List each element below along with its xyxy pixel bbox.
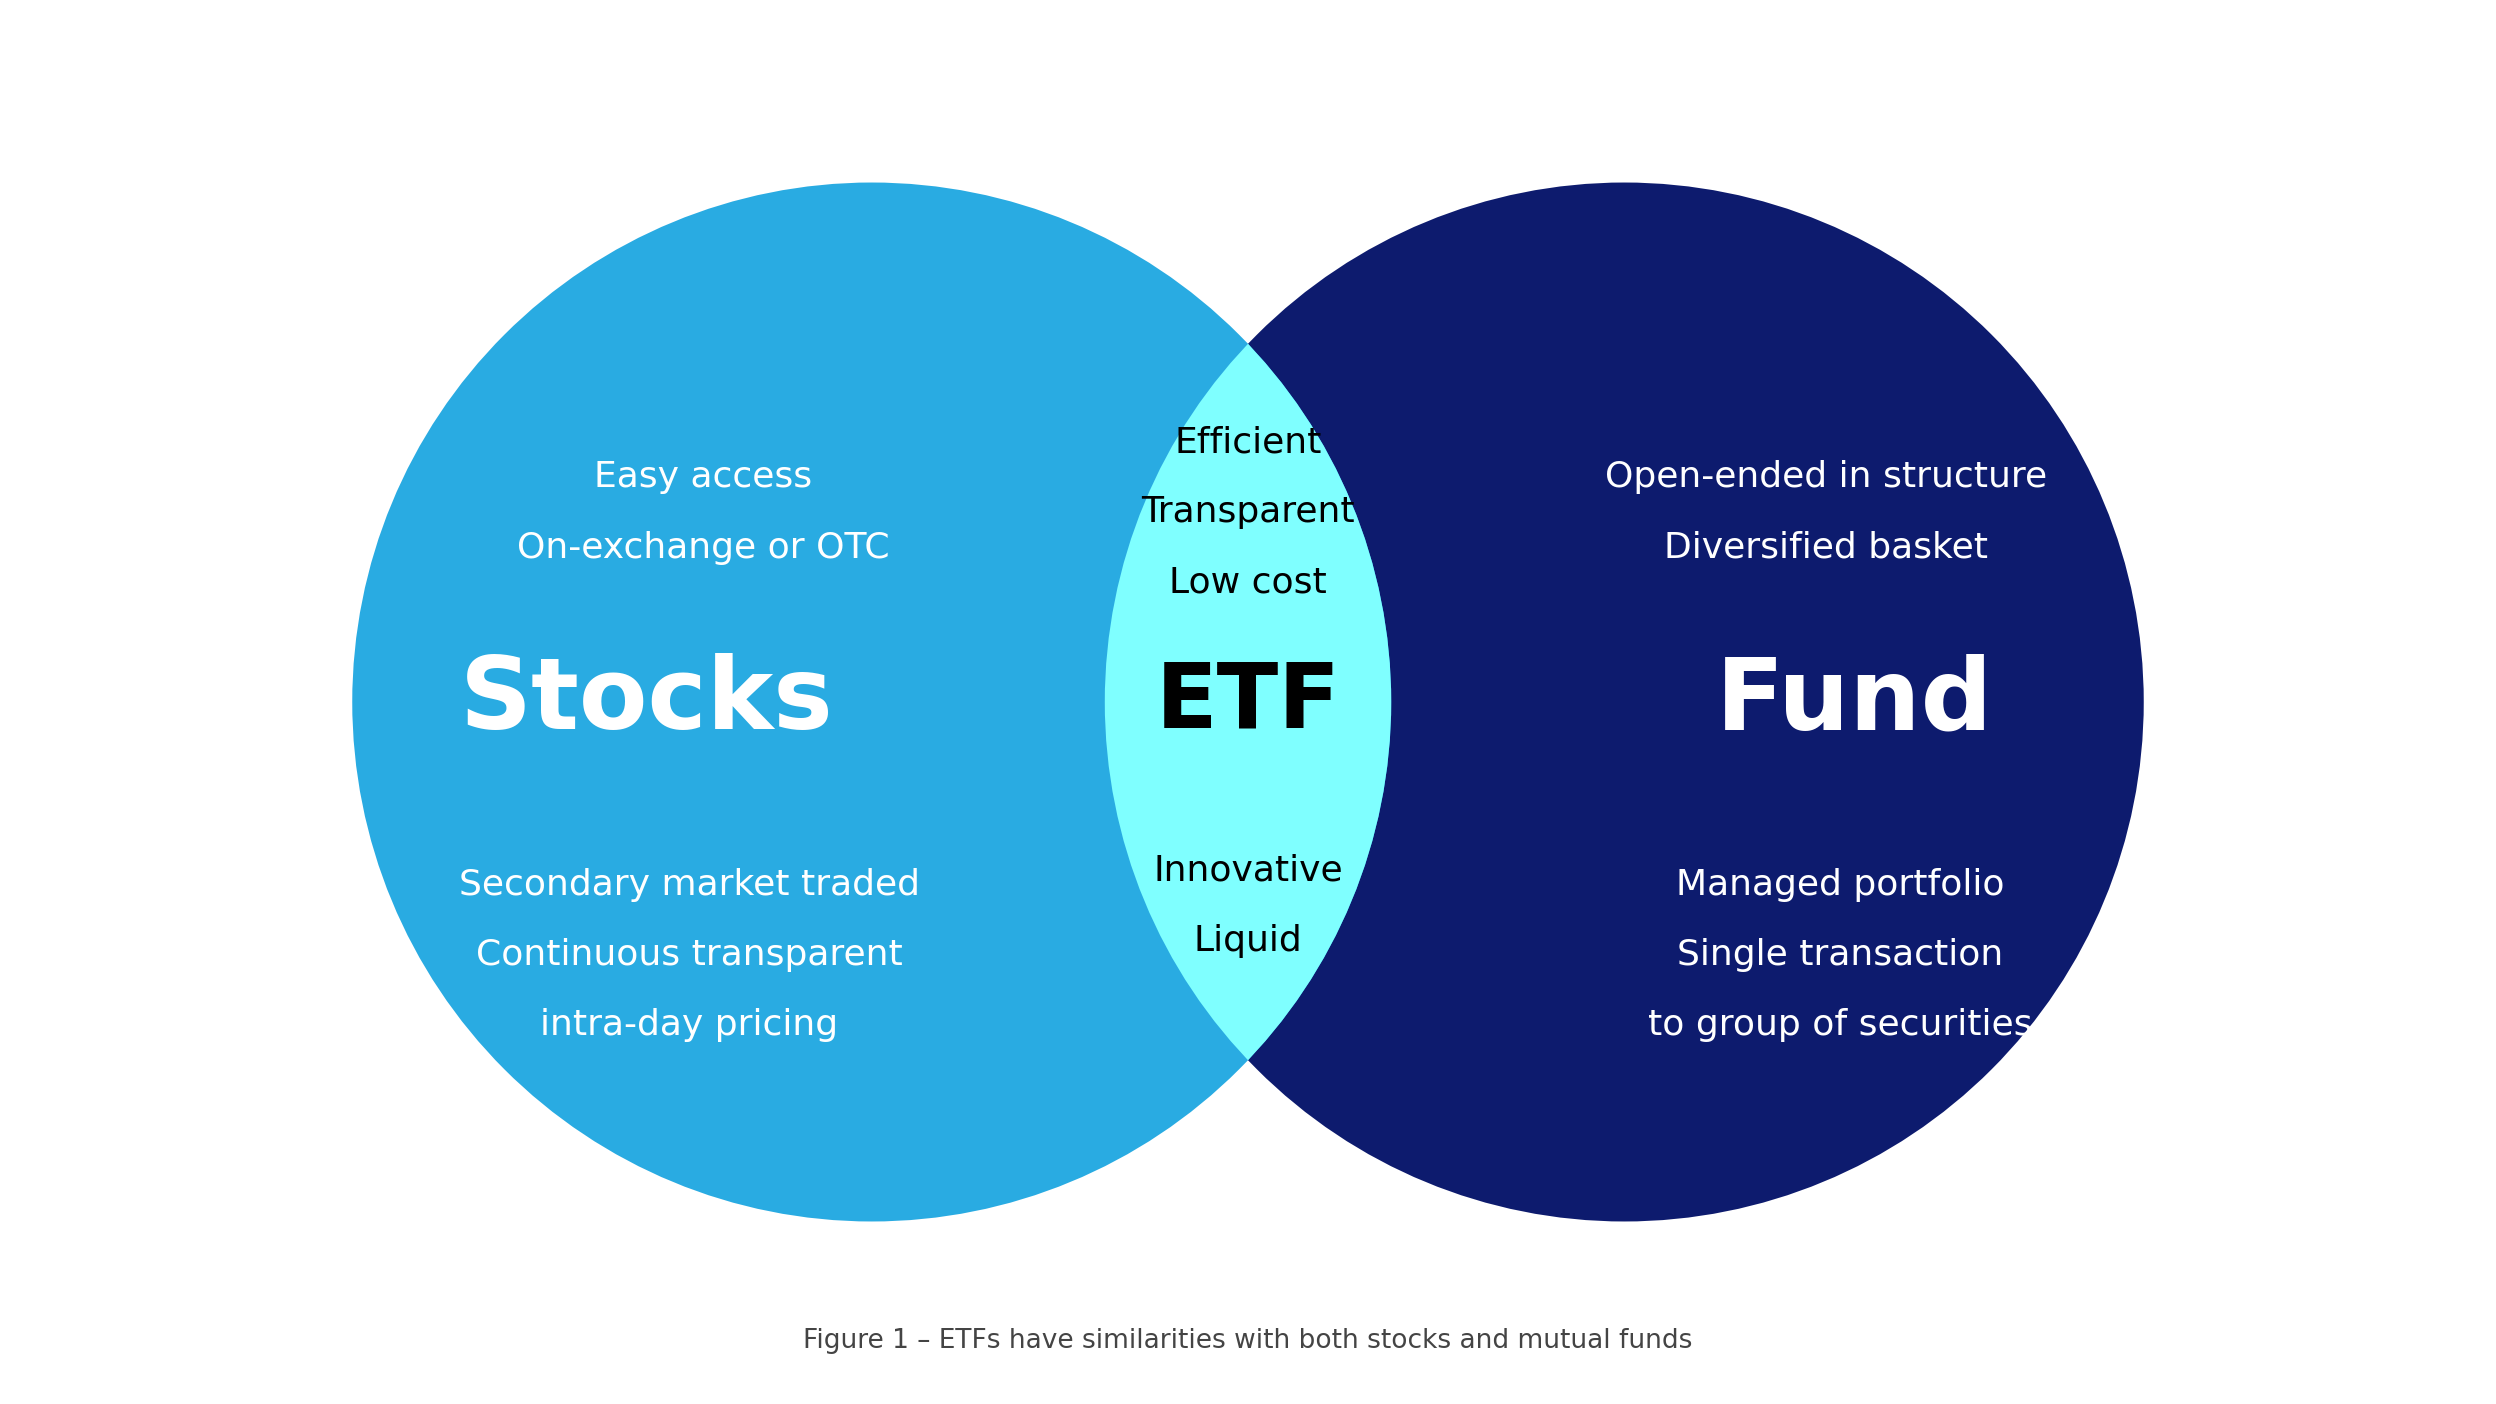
Text: On-exchange or OTC: On-exchange or OTC — [517, 531, 889, 564]
Text: Continuous transparent: Continuous transparent — [477, 938, 904, 972]
Text: intra-day pricing: intra-day pricing — [539, 1008, 839, 1042]
Circle shape — [352, 183, 1390, 1221]
Text: Diversified basket: Diversified basket — [1665, 531, 1989, 564]
Text: Stocks: Stocks — [459, 653, 834, 751]
Text: Open-ended in structure: Open-ended in structure — [1605, 461, 2047, 494]
Circle shape — [1106, 183, 2144, 1221]
Text: Managed portfolio: Managed portfolio — [1677, 868, 2004, 901]
Text: Single transaction: Single transaction — [1677, 938, 2004, 972]
Text: Easy access: Easy access — [594, 461, 811, 494]
Text: Transparent: Transparent — [1141, 496, 1355, 529]
Text: Secondary market traded: Secondary market traded — [459, 868, 919, 901]
Circle shape — [352, 183, 1390, 1221]
Text: Innovative: Innovative — [1153, 854, 1343, 887]
Text: to group of securities: to group of securities — [1647, 1008, 2032, 1042]
Text: Fund: Fund — [1715, 653, 1994, 751]
Text: Figure 1 – ETFs have similarities with both stocks and mutual funds: Figure 1 – ETFs have similarities with b… — [804, 1328, 1692, 1353]
Text: Liquid: Liquid — [1193, 924, 1303, 958]
Text: Low cost: Low cost — [1168, 566, 1328, 600]
Text: Efficient: Efficient — [1173, 425, 1323, 459]
Text: ETF: ETF — [1156, 658, 1340, 746]
